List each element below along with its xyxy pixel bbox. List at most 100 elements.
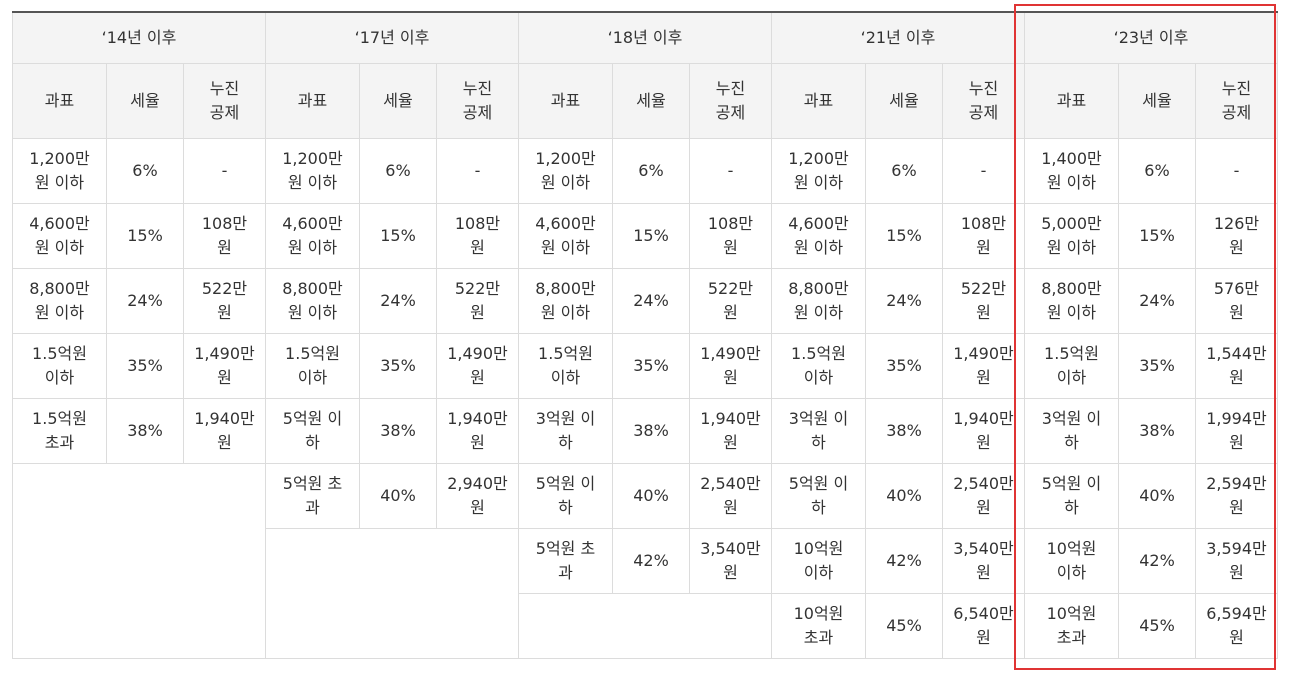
cell-deduction: 522만 원 (942, 268, 1025, 334)
cell-rate: 38% (612, 398, 690, 464)
cell-rate: 45% (865, 593, 943, 659)
cell-rate: 6% (106, 138, 184, 204)
cell-deduction: 6,540만 원 (942, 593, 1025, 659)
cell-base: 8,800만 원 이하 (12, 268, 107, 334)
cell-deduction: - (183, 138, 266, 204)
cell-rate: 38% (865, 398, 943, 464)
cell-rate: 6% (1118, 138, 1196, 204)
cell-rate: 40% (1118, 463, 1196, 529)
cell-base: 1.5억원 이하 (265, 333, 360, 399)
empty-cell (12, 463, 266, 659)
cell-rate: 24% (1118, 268, 1196, 334)
cell-rate: 35% (865, 333, 943, 399)
period-header: ‘23년 이후 (1024, 11, 1278, 64)
cell-rate: 35% (106, 333, 184, 399)
cell-base: 8,800만 원 이하 (265, 268, 360, 334)
cell-rate: 38% (1118, 398, 1196, 464)
cell-base: 1.5억원 이하 (1024, 333, 1119, 399)
cell-rate: 40% (359, 463, 437, 529)
period-header: ‘18년 이후 (518, 11, 772, 64)
cell-deduction: 2,940만 원 (436, 463, 519, 529)
table-row: 10억원 초과 45% 6,540만 원 10억원 초과 45% 6,594만 원 (13, 593, 1278, 659)
cell-rate: 42% (612, 528, 690, 594)
col-header-rate: 세율 (106, 63, 184, 139)
col-header-deduction: 누진 공제 (1195, 63, 1278, 139)
cell-base: 1,200만 원 이하 (771, 138, 866, 204)
cell-rate: 24% (865, 268, 943, 334)
cell-deduction: 3,594만 원 (1195, 528, 1278, 594)
col-header-rate: 세율 (1118, 63, 1196, 139)
cell-deduction: 108만 원 (436, 203, 519, 269)
cell-rate: 45% (1118, 593, 1196, 659)
cell-deduction: 1,940만 원 (183, 398, 266, 464)
cell-deduction: 1,940만 원 (689, 398, 772, 464)
cell-base: 1.5억원 이하 (771, 333, 866, 399)
cell-base: 5,000만 원 이하 (1024, 203, 1119, 269)
tax-rate-table: ‘14년 이후 ‘17년 이후 ‘18년 이후 ‘21년 이후 ‘23년 이후 … (12, 11, 1278, 659)
cell-rate: 40% (612, 463, 690, 529)
cell-base: 10억원 이하 (1024, 528, 1119, 594)
cell-base: 1.5억원 이하 (12, 333, 107, 399)
cell-deduction: 126만 원 (1195, 203, 1278, 269)
cell-base: 1,200만 원 이하 (265, 138, 360, 204)
cell-rate: 35% (612, 333, 690, 399)
cell-rate: 15% (359, 203, 437, 269)
cell-rate: 24% (612, 268, 690, 334)
empty-cell (265, 528, 519, 659)
cell-deduction: 2,594만 원 (1195, 463, 1278, 529)
cell-deduction: 2,540만 원 (689, 463, 772, 529)
col-header-rate: 세율 (865, 63, 943, 139)
period-header: ‘17년 이후 (265, 11, 519, 64)
col-header-base: 과표 (518, 63, 613, 139)
cell-deduction: 2,540만 원 (942, 463, 1025, 529)
cell-rate: 15% (865, 203, 943, 269)
col-header-base: 과표 (771, 63, 866, 139)
period-header: ‘21년 이후 (771, 11, 1025, 64)
cell-deduction: 3,540만 원 (942, 528, 1025, 594)
col-header-base: 과표 (265, 63, 360, 139)
table-body: 1,200만 원 이하 6% -1,200만 원 이하 6% -1,200만 원 이하 6% -1… (12, 138, 1278, 659)
cell-deduction: 576만 원 (1195, 268, 1278, 334)
cell-deduction: 1,940만 원 (436, 398, 519, 464)
cell-base: 1.5억원 이하 (518, 333, 613, 399)
cell-base: 8,800만 원 이하 (518, 268, 613, 334)
cell-rate: 6% (865, 138, 943, 204)
col-header-deduction: 누진 공제 (436, 63, 519, 139)
cell-base: 8,800만 원 이하 (771, 268, 866, 334)
cell-rate: 15% (612, 203, 690, 269)
period-header-row: ‘14년 이후 ‘17년 이후 ‘18년 이후 ‘21년 이후 ‘23년 이후 (12, 11, 1278, 64)
cell-rate: 40% (865, 463, 943, 529)
cell-rate: 35% (359, 333, 437, 399)
cell-base: 4,600만 원 이하 (265, 203, 360, 269)
col-header-deduction: 누진 공제 (689, 63, 772, 139)
cell-deduction: 1,490만 원 (942, 333, 1025, 399)
cell-rate: 38% (359, 398, 437, 464)
cell-rate: 6% (359, 138, 437, 204)
cell-deduction: - (689, 138, 772, 204)
cell-base: 1,200만 원 이하 (518, 138, 613, 204)
cell-base: 10억원 초과 (1024, 593, 1119, 659)
cell-deduction: - (1195, 138, 1278, 204)
column-header-row: 과표 세율 누진 공제 과표 세율 누진 공제 과표 세율 누진 공제 과표 세율 누… (12, 63, 1278, 139)
cell-rate: 42% (1118, 528, 1196, 594)
cell-deduction: 1,994만 원 (1195, 398, 1278, 464)
cell-deduction: 522만 원 (436, 268, 519, 334)
cell-rate: 24% (359, 268, 437, 334)
empty-cell (518, 593, 772, 659)
col-header-rate: 세율 (612, 63, 690, 139)
cell-base: 10억원 초과 (771, 593, 866, 659)
cell-base: 4,600만 원 이하 (12, 203, 107, 269)
cell-deduction: 522만 원 (183, 268, 266, 334)
cell-deduction: 1,940만 원 (942, 398, 1025, 464)
cell-rate: 6% (612, 138, 690, 204)
cell-rate: 15% (106, 203, 184, 269)
cell-rate: 38% (106, 398, 184, 464)
